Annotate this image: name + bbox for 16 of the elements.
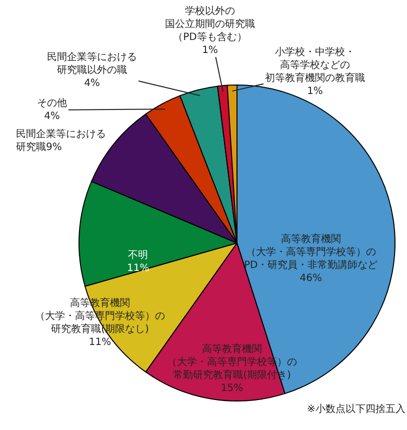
- data-label: 46%: [300, 273, 322, 284]
- slice-label: 高等教育機関（大学・高等専門学校等）のPD・研究員・非常勤講師など: [244, 233, 378, 271]
- slice-label: 小学校・中学校・高等学校などの初等教育機関の教育職: [265, 46, 365, 84]
- slice-label: その他: [37, 97, 67, 109]
- slice-label: 民間企業等における研究職9%: [16, 128, 106, 153]
- text: ※小数点以下四捨五入: [307, 403, 406, 415]
- data-label: 1%: [202, 45, 218, 56]
- slice-label: 学校以外の国公立期間の研究職（PD等も含む）: [165, 5, 255, 43]
- slice-label: 民間企業等における研究職以外の職: [47, 51, 137, 76]
- slice-label: 不明: [128, 250, 148, 261]
- data-label: 11%: [88, 337, 112, 348]
- data-label: 4%: [44, 111, 60, 122]
- data-label: 4%: [84, 78, 100, 89]
- data-label: 15%: [220, 383, 244, 394]
- data-label: 1%: [307, 86, 323, 97]
- data-label: 11%: [127, 263, 150, 274]
